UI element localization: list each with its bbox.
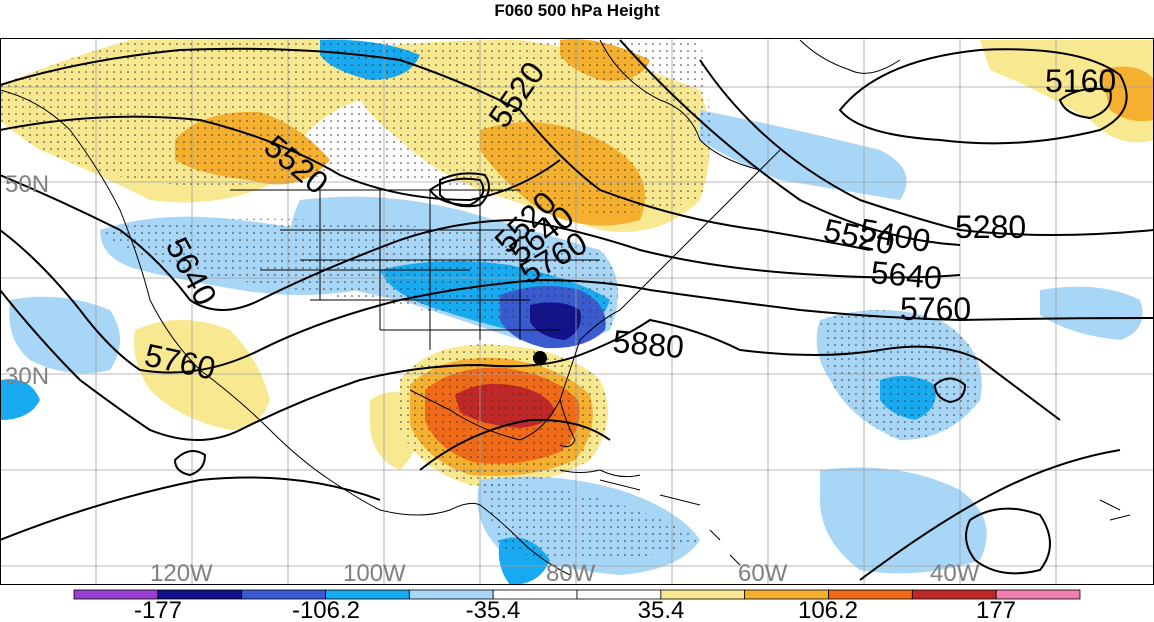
- colorbar-label: 177: [976, 597, 1016, 622]
- contour-atlantic-south: [859, 449, 1121, 581]
- contour-canada-ring: [439, 172, 490, 208]
- stipple-central: [100, 218, 618, 330]
- anomaly-south-negative: [820, 467, 987, 574]
- contour-atlantic-loop: [933, 377, 967, 404]
- colorbar-labels: -177 -106.2 -35.4 35.4 106.2 177: [134, 597, 1016, 622]
- lon-label: 120W: [150, 560, 213, 587]
- contour-5280: [699, 59, 1154, 236]
- anomaly-far-west-negative: [0, 379, 40, 420]
- contour-5760: [0, 229, 1154, 374]
- contour-label: 5280: [955, 209, 1026, 245]
- height-contours: [0, 39, 1154, 581]
- lon-label: 100W: [343, 560, 406, 587]
- coastlines: [0, 39, 1131, 576]
- colorbar: [73, 589, 1081, 600]
- colorbar-label: -177: [134, 597, 182, 622]
- contour-label: 5160: [1045, 63, 1116, 99]
- stipple-south: [480, 480, 700, 561]
- lon-label: 60W: [738, 560, 788, 587]
- chart-title: F060 500 hPa Height: [494, 1, 660, 20]
- stipple-north: [0, 40, 710, 213]
- contour-5400: [619, 39, 961, 246]
- anomaly-east-negative: [1040, 286, 1143, 340]
- contour-south-pacific: [0, 476, 381, 541]
- colorbar-label: -35.4: [466, 597, 521, 622]
- contour-5880: [0, 289, 1061, 441]
- contour-lower-gulf: [419, 418, 611, 471]
- colorbar-label: -106.2: [292, 597, 360, 622]
- lon-label: 40W: [930, 560, 980, 587]
- anomaly-southwest-positive: [134, 320, 270, 430]
- lat-label: 50N: [5, 171, 49, 198]
- anomaly-shading: [0, 38, 1154, 584]
- contour-atlantic-ring: [965, 507, 1051, 575]
- colorbar-label: 35.4: [638, 597, 685, 622]
- contour-5640-loop: [428, 177, 485, 207]
- anomaly-northeast-positive: [980, 40, 1154, 143]
- contour-sw-loop: [173, 450, 207, 477]
- lat-lon-grid: [0, 38, 1154, 584]
- lon-label: 80W: [546, 560, 596, 587]
- contour-label: 5880: [611, 323, 685, 365]
- axis-labels: 50N 30N 120W 100W 80W 60W 40W: [5, 171, 980, 587]
- contour-label: 5640: [869, 254, 943, 296]
- colorbar-label: 106.2: [798, 597, 858, 622]
- contour-5160-low: [838, 48, 1128, 145]
- contour-5160-ring: [1058, 87, 1112, 120]
- lat-label: 30N: [5, 363, 49, 390]
- storm-center-marker: [533, 351, 547, 365]
- anomaly-eastpacific-negative: [9, 296, 120, 374]
- contour-5640-west: [0, 174, 961, 311]
- stipple-gulf: [400, 344, 608, 486]
- colorbar-segment: [995, 589, 1081, 600]
- anomaly-northatlantic-negative: [700, 110, 907, 200]
- contour-5520-north: [0, 47, 871, 251]
- contour-5520-canada: [0, 115, 561, 202]
- contour-label: 5760: [900, 291, 971, 327]
- stipple-atlantic: [820, 310, 982, 440]
